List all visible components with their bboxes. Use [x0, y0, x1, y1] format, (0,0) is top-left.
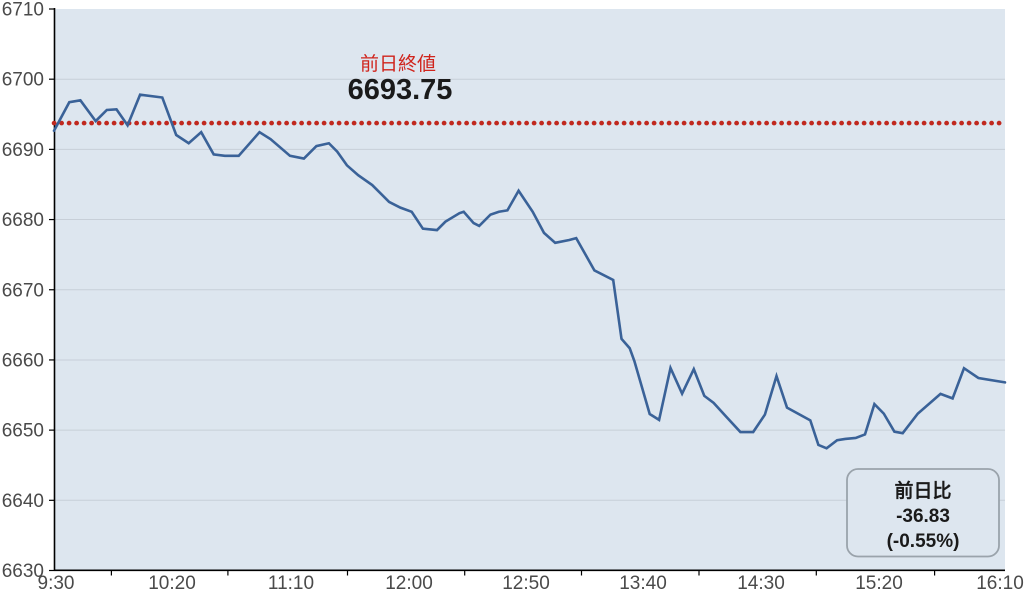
svg-text:6690: 6690	[2, 140, 44, 161]
svg-text:前日終値: 前日終値	[360, 53, 436, 75]
svg-text:6680: 6680	[2, 210, 44, 231]
svg-text:6650: 6650	[2, 421, 44, 442]
svg-text:6693.75: 6693.75	[348, 74, 453, 106]
svg-text:10:20: 10:20	[148, 573, 196, 594]
svg-text:6710: 6710	[2, 0, 44, 21]
svg-text:15:20: 15:20	[855, 573, 903, 594]
svg-text:9:30: 9:30	[38, 573, 75, 594]
svg-text:6660: 6660	[2, 350, 44, 371]
svg-text:14:30: 14:30	[737, 573, 785, 594]
svg-text:12:50: 12:50	[502, 573, 550, 594]
svg-text:6700: 6700	[2, 70, 44, 91]
svg-text:11:10: 11:10	[268, 573, 314, 594]
svg-text:(-0.55%): (-0.55%)	[887, 531, 960, 552]
svg-text:6670: 6670	[2, 280, 44, 301]
svg-text:12:00: 12:00	[385, 573, 433, 594]
svg-text:13:40: 13:40	[619, 573, 667, 594]
svg-text:6640: 6640	[2, 491, 44, 512]
svg-text:前日比: 前日比	[894, 479, 951, 502]
svg-text:16:10: 16:10	[976, 573, 1024, 594]
svg-text:-36.83: -36.83	[896, 506, 950, 527]
